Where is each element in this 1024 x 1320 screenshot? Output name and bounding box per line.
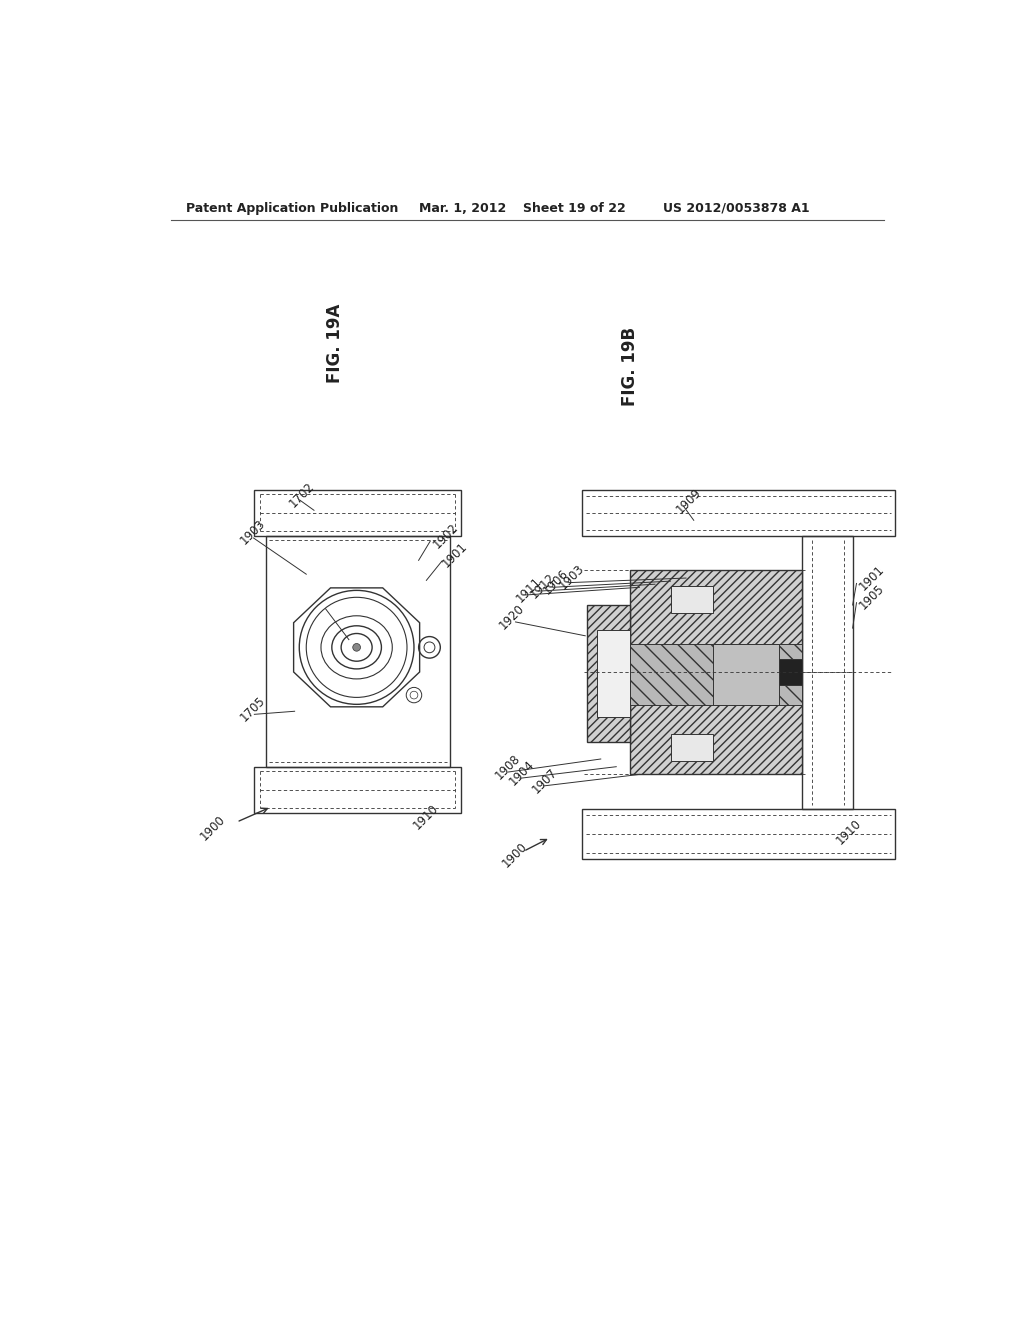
Text: 1911: 1911 <box>514 574 545 605</box>
Text: 1908: 1908 <box>493 751 522 781</box>
Text: Mar. 1, 2012: Mar. 1, 2012 <box>419 202 506 215</box>
Polygon shape <box>777 659 802 685</box>
Text: FIG. 19A: FIG. 19A <box>326 304 344 383</box>
Text: 1903: 1903 <box>238 516 268 546</box>
Text: 1909: 1909 <box>674 486 703 516</box>
Polygon shape <box>630 644 802 705</box>
Text: 1910: 1910 <box>834 817 863 847</box>
Text: 1901: 1901 <box>439 540 470 570</box>
Text: 1912: 1912 <box>527 570 557 601</box>
Circle shape <box>352 644 360 651</box>
Polygon shape <box>671 586 713 612</box>
Polygon shape <box>587 605 630 742</box>
Text: 1920: 1920 <box>497 602 527 632</box>
Text: Patent Application Publication: Patent Application Publication <box>186 202 398 215</box>
Text: 1904: 1904 <box>506 758 537 788</box>
Text: 1903: 1903 <box>557 562 587 593</box>
Text: Sheet 19 of 22: Sheet 19 of 22 <box>523 202 626 215</box>
Text: 1901: 1901 <box>856 562 887 593</box>
Text: 1705: 1705 <box>238 694 268 725</box>
Polygon shape <box>597 630 630 718</box>
Text: 1906: 1906 <box>541 566 571 597</box>
Text: 1907: 1907 <box>529 766 560 796</box>
Text: 1900: 1900 <box>500 840 529 870</box>
Text: 1910: 1910 <box>411 801 441 832</box>
Polygon shape <box>671 734 713 762</box>
Polygon shape <box>713 644 779 705</box>
Text: US 2012/0053878 A1: US 2012/0053878 A1 <box>663 202 809 215</box>
Text: 1702: 1702 <box>287 479 317 510</box>
Text: 1900: 1900 <box>198 813 228 843</box>
Text: 1905: 1905 <box>856 582 887 612</box>
Text: FIG. 19B: FIG. 19B <box>622 327 639 405</box>
Text: 1902: 1902 <box>430 520 461 550</box>
Polygon shape <box>630 570 802 775</box>
